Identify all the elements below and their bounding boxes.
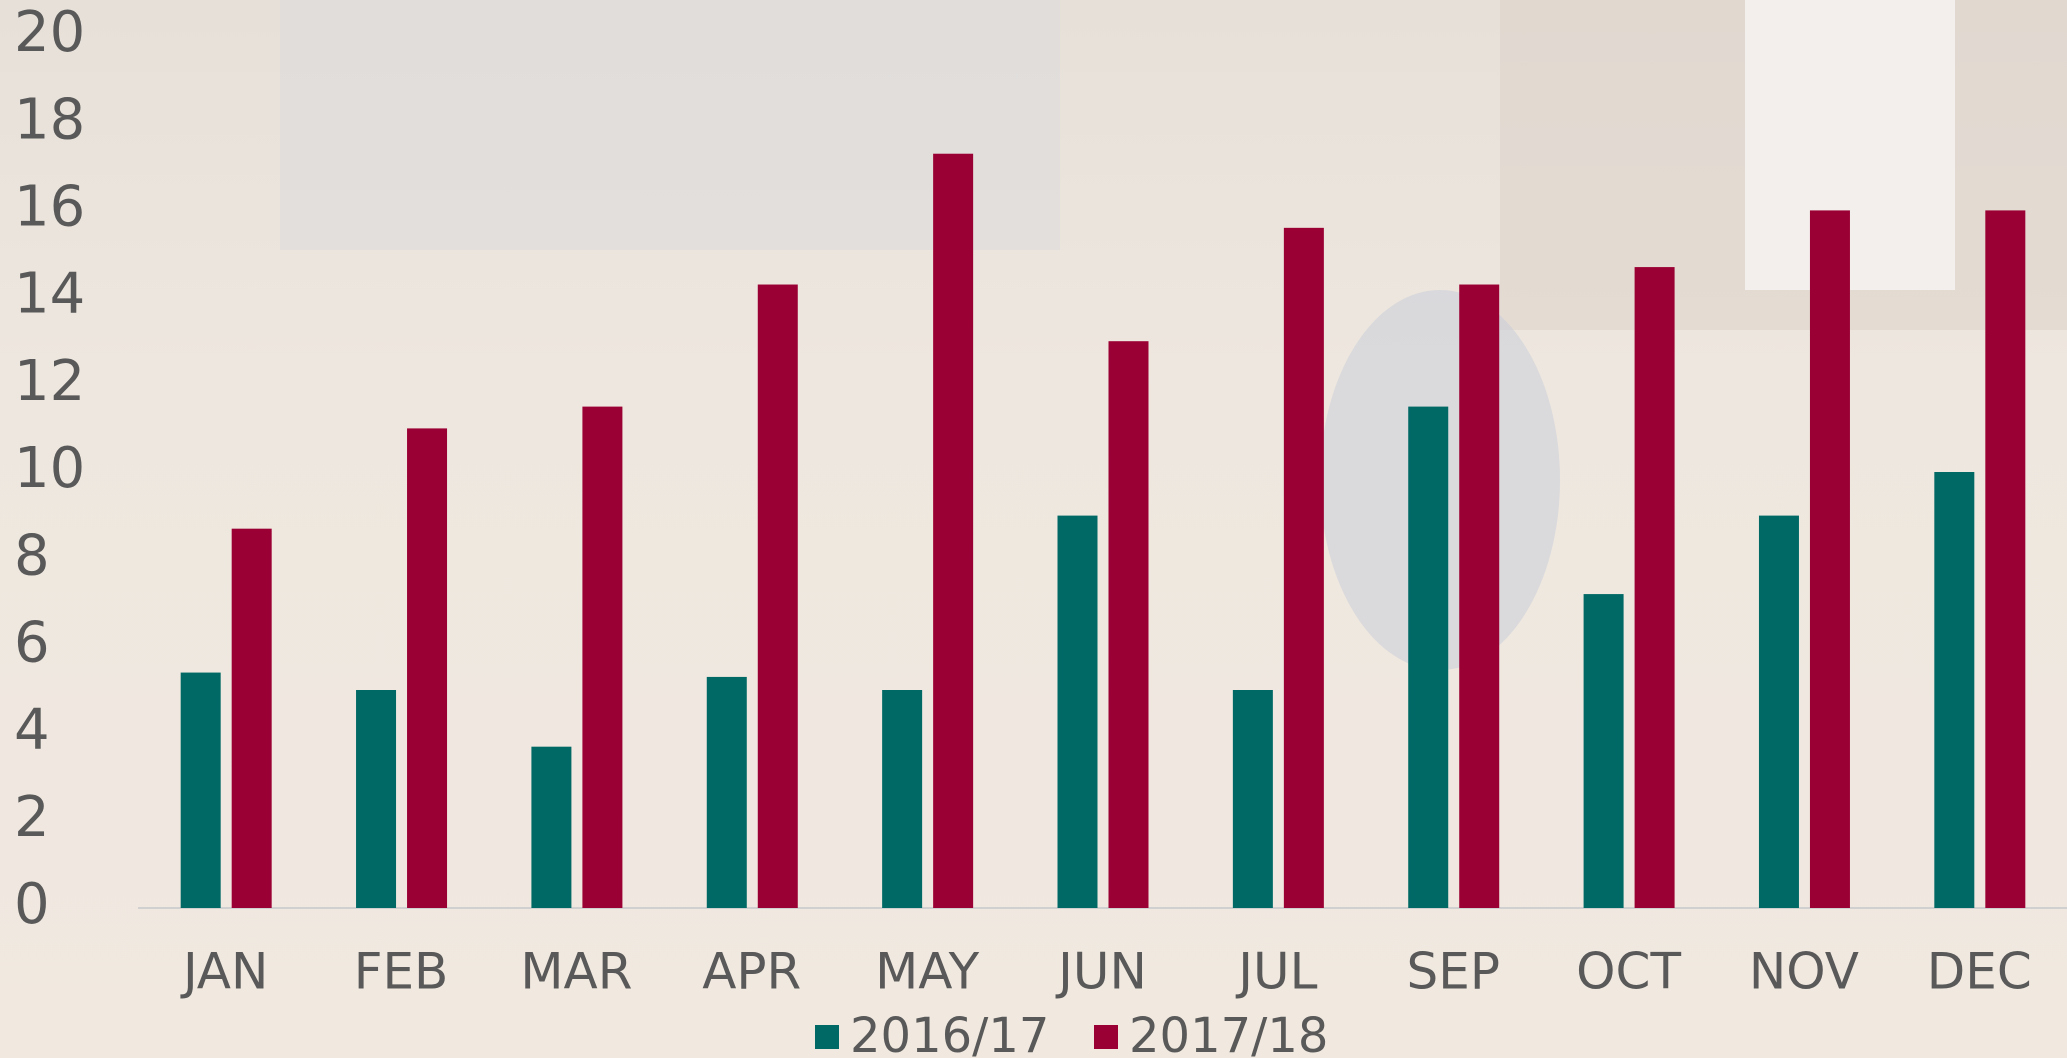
bar — [1635, 267, 1675, 908]
y-tick-label: 14 — [14, 262, 85, 327]
legend-swatch — [815, 1025, 839, 1049]
bar — [882, 690, 922, 908]
page: 0 2 4 6 8 10 12 14 16 18 20 JAN FEB MAR APR MAY JUN JUL SE… — [0, 0, 2067, 1058]
y-tick-label: 16 — [14, 175, 85, 240]
y-tick-label: 6 — [14, 611, 50, 676]
bar — [232, 529, 272, 908]
bar — [1109, 341, 1149, 908]
y-tick-label: 4 — [14, 698, 50, 763]
y-tick-label: 18 — [14, 87, 85, 152]
chart: 0 2 4 6 8 10 12 14 16 18 20 JAN FEB MAR APR MAY JUN JUL SE… — [0, 0, 2067, 1058]
y-tick-label: 8 — [14, 523, 50, 588]
x-tick-label: JAN — [180, 943, 268, 1001]
bar — [582, 407, 622, 908]
bar — [707, 677, 747, 908]
bar — [407, 428, 447, 908]
x-tick-label: APR — [702, 943, 801, 1001]
x-tick-label: SEP — [1406, 943, 1499, 1001]
bar — [1759, 516, 1799, 908]
bar — [1810, 210, 1850, 908]
y-tick-label: 0 — [14, 872, 50, 937]
x-tick-label: MAR — [520, 943, 632, 1001]
x-tick-label: OCT — [1576, 943, 1681, 1001]
legend-swatch — [1094, 1025, 1118, 1049]
bar — [758, 285, 798, 908]
bar — [933, 154, 973, 908]
y-tick-label: 20 — [14, 0, 85, 65]
x-tick-label: FEB — [354, 943, 449, 1001]
bar — [1584, 594, 1624, 908]
x-tick-label: MAY — [875, 943, 979, 1001]
y-tick-label: 10 — [14, 436, 85, 501]
bar — [1284, 228, 1324, 908]
x-tick-label: JUN — [1055, 943, 1147, 1001]
bar — [356, 690, 396, 908]
x-tick-label: JUL — [1235, 943, 1317, 1001]
bar — [1408, 407, 1448, 908]
bar — [1985, 210, 2025, 908]
background-curtain — [1745, 0, 1955, 290]
x-tick-label: DEC — [1927, 943, 2032, 1001]
bar — [1459, 285, 1499, 908]
y-tick-label: 12 — [14, 349, 85, 414]
bar — [1058, 516, 1098, 908]
legend-label: 2017/18 — [1129, 1008, 1328, 1058]
bar — [181, 673, 221, 908]
y-tick-label: 2 — [14, 785, 50, 850]
bar — [1934, 472, 1974, 908]
x-tick-label: NOV — [1749, 943, 1859, 1001]
bar — [1233, 690, 1273, 908]
bar — [531, 747, 571, 908]
legend-label: 2016/17 — [850, 1008, 1049, 1058]
